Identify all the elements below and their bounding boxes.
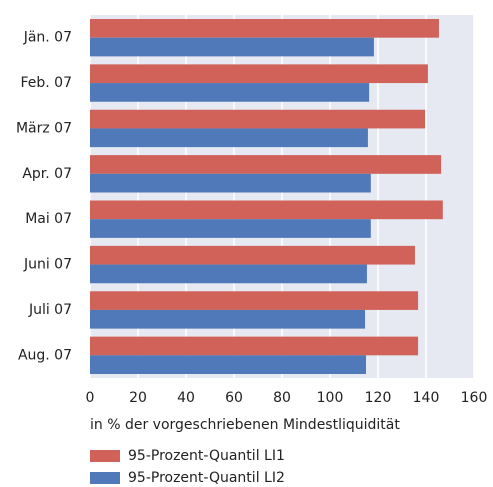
legend-swatch	[90, 450, 120, 462]
bar	[90, 155, 442, 174]
y-tick-label: Feb. 07	[20, 75, 72, 91]
x-tick-label: 60	[225, 390, 243, 406]
bar	[90, 19, 439, 38]
bar	[90, 309, 366, 329]
x-axis-label: in % der vorgeschriebenen Mindestliquidi…	[90, 417, 400, 433]
bar	[90, 37, 374, 57]
x-tick-label: 0	[86, 390, 95, 406]
bar	[90, 200, 443, 220]
x-tick-label: 20	[129, 390, 147, 406]
bar	[90, 291, 419, 310]
x-tick-label: 40	[177, 390, 195, 406]
bar	[90, 355, 366, 374]
x-tick-label: 120	[365, 390, 392, 406]
legend-swatch	[90, 472, 120, 484]
x-tick-label: 140	[413, 390, 440, 406]
legend-label: 95-Prozent-Quantil LI1	[128, 448, 285, 464]
y-tick-label: März 07	[16, 120, 72, 136]
bar	[90, 219, 371, 238]
bar	[90, 264, 367, 284]
bar	[90, 128, 368, 148]
x-tick-label: 100	[317, 390, 344, 406]
bar	[90, 173, 371, 193]
legend-label: 95-Prozent-Quantil LI2	[128, 470, 285, 486]
y-tick-label: Mai 07	[25, 211, 72, 227]
bar	[90, 336, 419, 356]
y-tick-label: Jän. 07	[23, 30, 72, 46]
y-tick-label: Aug. 07	[18, 347, 72, 363]
bar	[90, 109, 426, 129]
y-tick-label: Juli 07	[28, 302, 72, 318]
x-tick-label: 160	[461, 390, 488, 406]
y-tick-label: Apr. 07	[22, 166, 72, 182]
bar	[90, 245, 415, 265]
bar	[90, 64, 428, 84]
y-tick-label: Juni 07	[23, 257, 72, 273]
x-tick-label: 80	[273, 390, 291, 406]
bar	[90, 83, 370, 102]
